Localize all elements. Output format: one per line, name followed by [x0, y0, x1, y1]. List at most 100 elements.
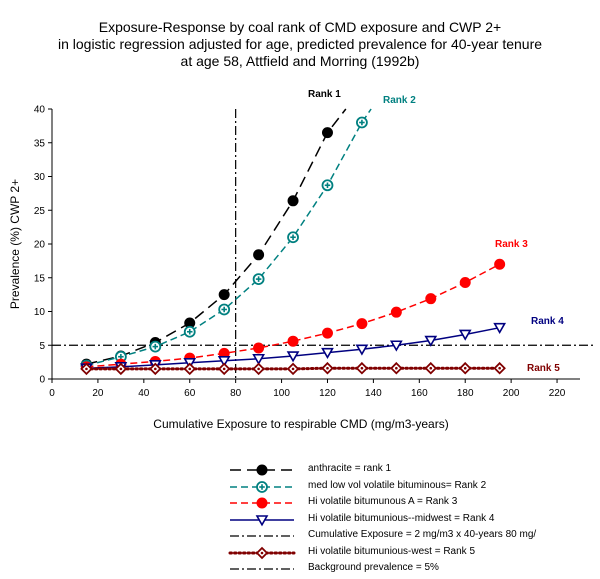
rank-5-label: Rank 5 [527, 363, 560, 374]
rank-2-line [86, 108, 372, 367]
legend-label: Cumulative Exposure = 2 mg/m3 x 40-years… [308, 529, 537, 540]
rank-2-point [183, 325, 196, 338]
legend-item: Hi volatile bitumunious-west = Rank 5 [228, 545, 600, 562]
rank-2-point [114, 350, 127, 363]
legend-marker [256, 464, 268, 476]
legend-swatch [230, 464, 294, 476]
rank-2-point [321, 179, 334, 192]
rank-3-point [287, 335, 299, 347]
x-tick-label: 0 [49, 388, 55, 399]
x-tick-label: 200 [503, 388, 520, 399]
rank-1-point [253, 249, 265, 261]
legend-marker [256, 480, 268, 493]
rank-4-point [252, 353, 265, 366]
legend-label: med low vol volatile bituminous= Rank 2 [308, 479, 487, 491]
legend-swatch [228, 546, 296, 559]
rank-5-point [458, 361, 472, 375]
x-tick-label: 160 [411, 388, 428, 399]
legend-swatch [230, 568, 294, 570]
rank-2-label: Rank 2 [383, 95, 416, 106]
rank-5-point [321, 361, 334, 375]
rank-1-point [218, 289, 230, 301]
y-tick-label: 10 [34, 307, 46, 318]
legend-label: Hi volatile bitumunous A = Rank 3 [308, 496, 458, 507]
x-tick-label: 80 [230, 388, 242, 399]
rank-3-point [390, 306, 402, 318]
chart-title: Exposure-Response by coal rank of CMD ex… [0, 19, 600, 70]
y-tick-label: 20 [34, 240, 46, 251]
rank-4-point [286, 351, 300, 363]
y-tick-label: 40 [34, 105, 46, 116]
y-axis-label: Prevalence (%) CWP 2+ [8, 179, 22, 309]
series-rank-2 [80, 108, 372, 372]
rank-1-label: Rank 1 [308, 89, 341, 100]
rank-5-point [286, 362, 300, 376]
rank-5-point [149, 362, 162, 376]
x-tick-label: 220 [549, 388, 566, 399]
y-tick-label: 0 [39, 375, 45, 386]
rank-5-point [252, 362, 265, 376]
chart-title-line-3: at age 58, Attfield and Morring (1992b) [180, 53, 420, 69]
legend-swatch [230, 514, 294, 526]
x-tick-label: 40 [138, 388, 150, 399]
rank-3-point [356, 318, 368, 330]
rank-5-point [183, 362, 197, 376]
legend-item: Background prevalence = 5% [228, 561, 600, 578]
legend-swatch [230, 535, 294, 537]
rank-3-label: Rank 3 [495, 239, 528, 250]
x-tick-label: 180 [457, 388, 474, 399]
legend-item: med low vol volatile bituminous= Rank 2 [228, 479, 600, 496]
rank-4-point [217, 355, 231, 368]
legend-swatch [230, 497, 294, 509]
rank-4-point [355, 344, 369, 356]
x-tick-label: 120 [319, 388, 336, 399]
rank-2-point [252, 273, 265, 286]
x-tick-label: 60 [184, 388, 196, 399]
legend-swatch [230, 480, 294, 493]
rank-3-point [253, 342, 265, 354]
rank-5-point [355, 361, 369, 375]
rank-1-point [321, 127, 333, 139]
y-tick-label: 30 [34, 172, 46, 183]
reference-lines [52, 109, 596, 379]
rank-4-point [493, 322, 507, 335]
legend-marker [255, 546, 269, 559]
rank-3-point [425, 293, 437, 305]
rank-4-label: Rank 4 [531, 316, 564, 327]
rank-2-point [149, 340, 162, 353]
series-rank-1 [80, 108, 347, 370]
rank-5-point [424, 361, 438, 375]
series-labels: Rank 1 Rank 2 Rank 3 Rank 4 Rank 5 [308, 89, 564, 374]
x-axis-label: Cumulative Exposure to respirable CMD (m… [153, 417, 448, 431]
legend-label: anthracite = rank 1 [308, 463, 392, 474]
x-tick-label: 100 [273, 388, 290, 399]
x-tick-label: 20 [92, 388, 104, 399]
rank-5-point [390, 361, 403, 375]
y-tick-label: 15 [34, 273, 46, 284]
rank-4-point [389, 340, 403, 352]
rank-2-point [218, 303, 231, 316]
chart-title-line-2: in logistic regression adjusted for age,… [57, 36, 543, 52]
legend-item: Cumulative Exposure = 2 mg/m3 x 40-years… [228, 528, 600, 545]
chart-title-line-1: Exposure-Response by coal rank of CMD ex… [98, 19, 502, 35]
y-tick-label: 35 [34, 138, 46, 149]
rank-5-point [114, 362, 128, 376]
legend: anthracite = rank 1 med low vol volatile … [228, 462, 600, 578]
rank-4-point [424, 335, 438, 347]
legend-item: anthracite = rank 1 [228, 462, 600, 479]
rank-2-point [356, 116, 368, 129]
rank-3-point [494, 258, 506, 270]
rank-1-point [287, 195, 299, 207]
y-tick-label: 5 [39, 341, 45, 352]
series-layer [80, 108, 507, 376]
x-tick-label: 140 [365, 388, 382, 399]
y-tick-label: 25 [34, 206, 46, 217]
rank-5-point [217, 362, 231, 376]
legend-marker [256, 497, 268, 509]
rank-5-point [493, 361, 506, 375]
rank-2-point [287, 231, 299, 244]
legend-label: Background prevalence = 5% [308, 562, 439, 573]
axes: 0 20 40 60 80 100 120 140 160 180 200 220 0 5 10 15 20 25… [34, 105, 580, 399]
legend-marker [255, 514, 269, 526]
rank-4-point [321, 347, 334, 360]
